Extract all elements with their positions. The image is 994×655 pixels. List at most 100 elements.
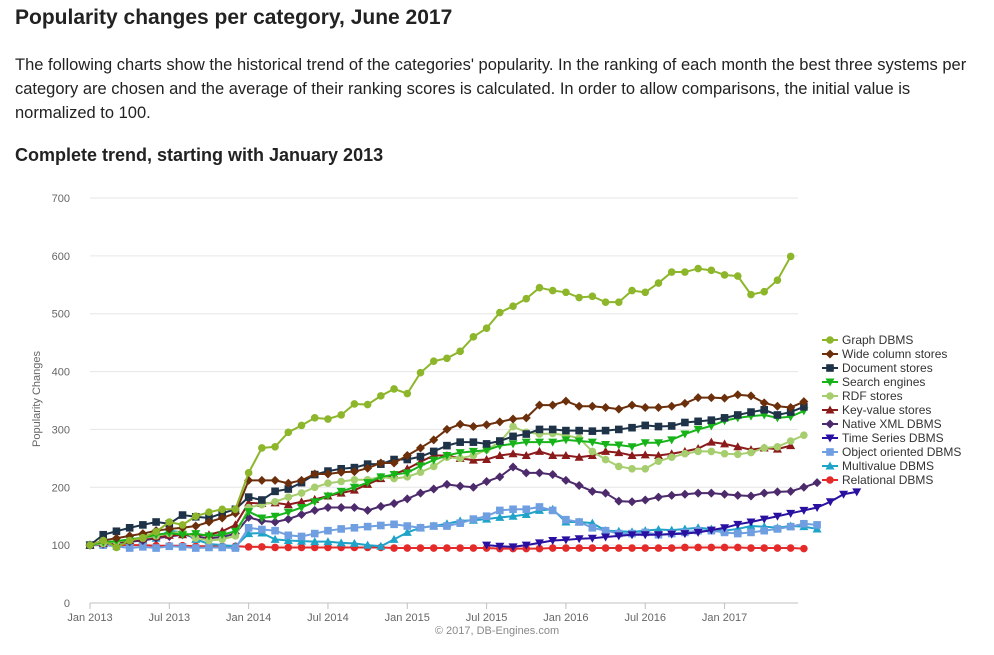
data-point (706, 526, 716, 535)
data-point (323, 469, 333, 479)
data-point (402, 469, 412, 478)
data-point (310, 543, 319, 552)
data-point (152, 528, 160, 536)
x-tick-label: Jul 2016 (624, 612, 666, 624)
data-point (456, 519, 464, 527)
data-point (442, 479, 452, 489)
data-point (350, 400, 359, 408)
y-axis-label: Popularity Changes (31, 351, 43, 448)
data-point (786, 486, 796, 496)
legend-item: Search engines (822, 375, 925, 389)
data-point (509, 422, 517, 431)
data-point (191, 534, 200, 542)
data-point (416, 488, 425, 498)
data-point (283, 536, 293, 545)
data-point (535, 503, 544, 511)
data-point (653, 450, 663, 459)
data-point (337, 477, 345, 486)
data-point (681, 268, 689, 276)
data-point (125, 536, 134, 545)
data-point (628, 423, 636, 432)
data-point (733, 390, 743, 400)
data-point (297, 536, 307, 545)
data-point (733, 520, 743, 529)
data-point (429, 484, 439, 494)
legend-label: Relational DBMS (842, 473, 933, 487)
data-point (786, 437, 795, 445)
data-point (693, 425, 703, 434)
data-point (641, 464, 650, 473)
data-point (402, 450, 412, 460)
data-point (654, 279, 663, 287)
data-point (548, 537, 558, 546)
data-point (601, 426, 610, 435)
data-point (680, 430, 690, 439)
data-point (323, 537, 333, 546)
data-point (416, 368, 425, 377)
data-point (244, 498, 254, 507)
data-point (508, 511, 518, 520)
data-point (99, 530, 108, 539)
data-point (746, 391, 756, 401)
data-point (310, 414, 319, 422)
data-point (772, 401, 782, 411)
data-point (786, 522, 795, 531)
legend-label: Native XML DBMS (842, 417, 942, 431)
data-point (588, 523, 597, 532)
data-point (587, 401, 597, 411)
legend-item: Object oriented DBMS (822, 445, 961, 459)
data-point (826, 336, 834, 344)
legend-item: RDF stores (822, 389, 903, 403)
data-point (759, 398, 769, 408)
data-point (548, 450, 558, 459)
data-point (681, 543, 689, 552)
section-subtitle: Complete trend, starting with January 20… (15, 145, 384, 165)
data-point (628, 544, 636, 552)
data-point (759, 488, 769, 498)
data-point (164, 529, 174, 538)
data-point (760, 526, 769, 535)
data-point (205, 508, 213, 516)
legend-label: Key-value stores (842, 403, 931, 417)
data-point (469, 515, 478, 523)
data-point (694, 447, 702, 456)
data-point (496, 506, 504, 515)
data-point (152, 518, 160, 526)
data-point (389, 534, 399, 543)
data-point (363, 540, 373, 549)
data-point (244, 493, 253, 501)
data-point (641, 288, 650, 297)
data-point (390, 544, 398, 552)
data-point (403, 389, 412, 398)
series-time-series-dbms (482, 488, 862, 552)
data-point (799, 482, 809, 492)
data-point (707, 447, 716, 456)
data-point (416, 468, 425, 477)
x-tick-label: Jan 2013 (67, 612, 112, 624)
data-point (509, 432, 517, 441)
data-point (746, 491, 756, 501)
data-point (667, 268, 676, 276)
legend-item: Key-value stores (822, 403, 931, 417)
data-point (283, 500, 293, 509)
chart-credit: © 2017, DB-Engines.com (435, 625, 559, 637)
data-point (773, 525, 782, 533)
data-point (152, 544, 160, 552)
data-point (468, 422, 478, 432)
data-point (442, 424, 452, 434)
data-point (455, 449, 465, 458)
data-point (534, 446, 544, 455)
data-point (693, 393, 703, 403)
data-point (812, 504, 822, 513)
data-point (244, 508, 254, 517)
data-point (165, 542, 174, 551)
data-point (760, 405, 769, 414)
data-point (191, 512, 200, 521)
data-point (561, 450, 571, 459)
data-point (244, 543, 253, 551)
data-point (588, 544, 597, 552)
data-point (324, 526, 332, 535)
data-point (575, 518, 583, 526)
data-point (826, 448, 834, 456)
